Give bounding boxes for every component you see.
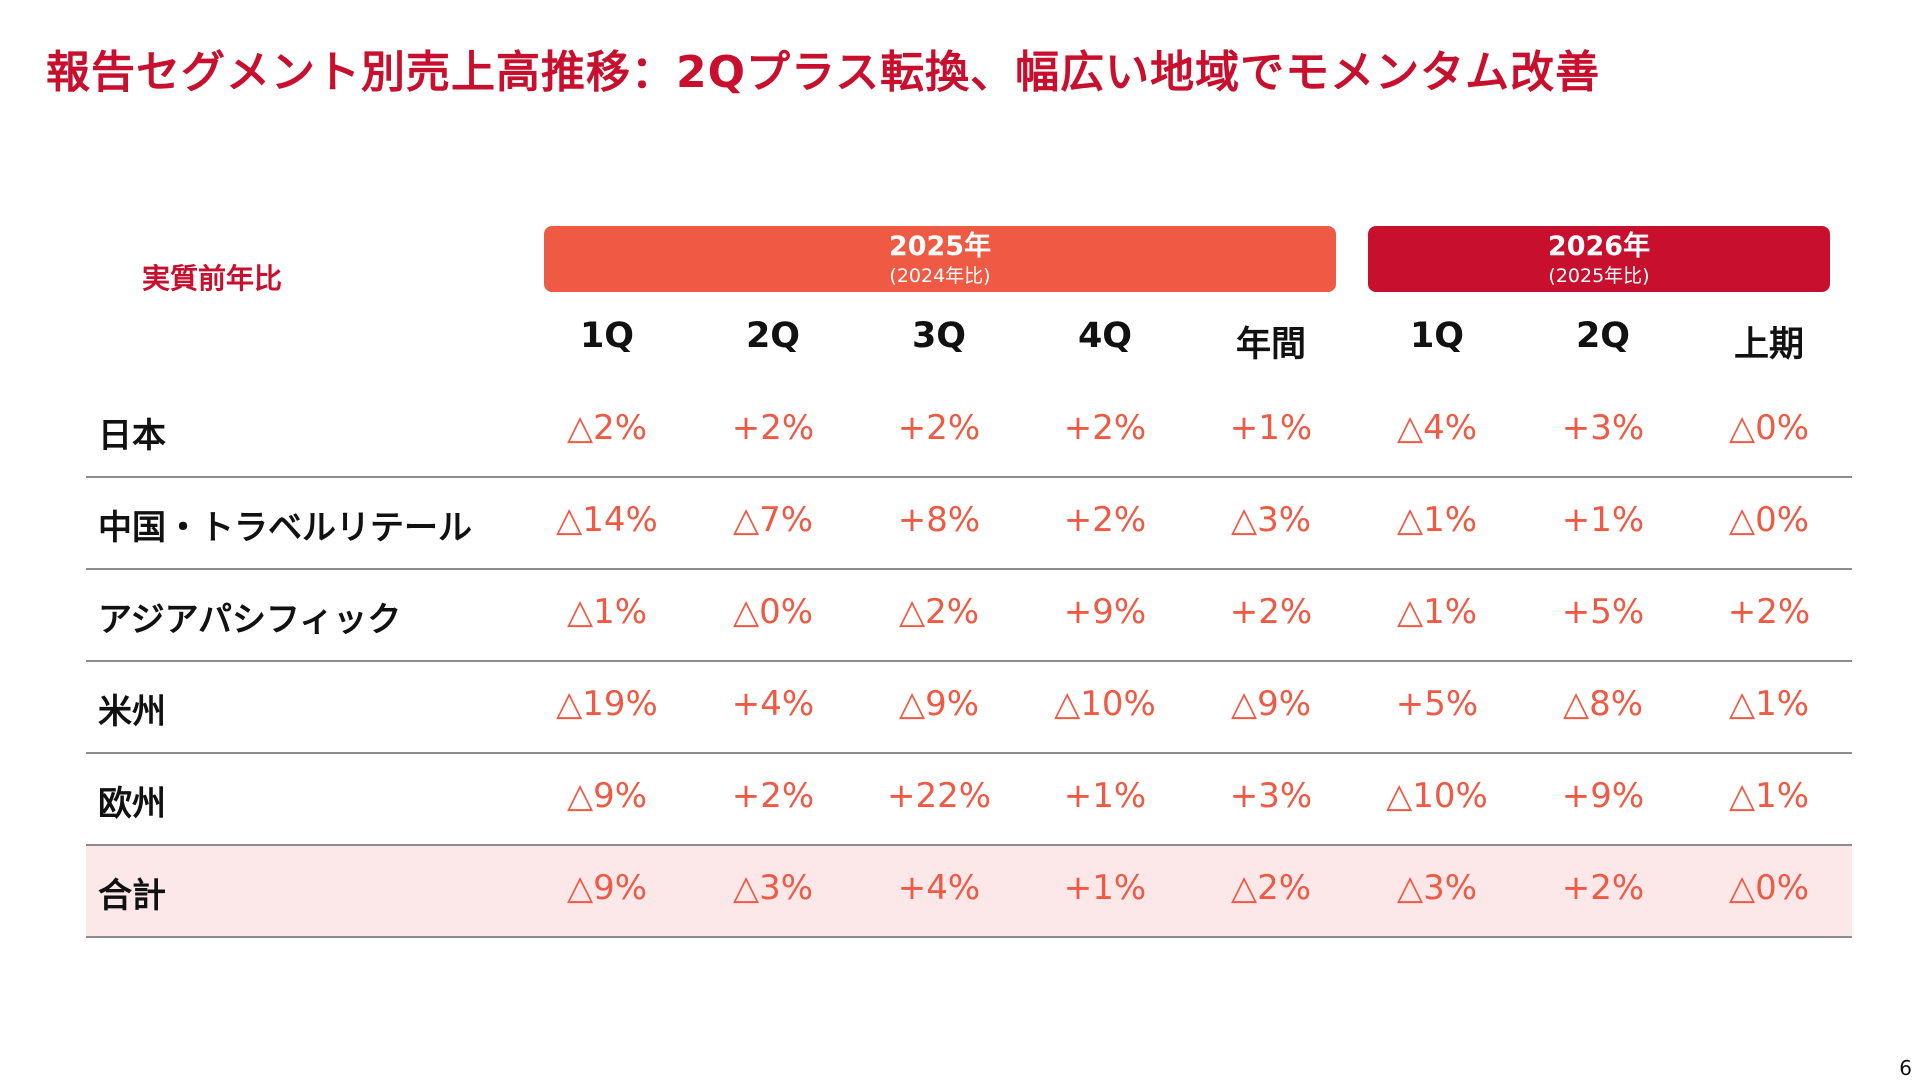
row-label: 欧州: [98, 784, 166, 824]
table-row-china-travel-retail: 中国・トラベルリテール △14% △7% +8% +2% △3% △1% +1%…: [86, 478, 1852, 570]
table-cell: +5%: [1561, 592, 1645, 632]
table-cell: △1%: [1728, 684, 1810, 724]
table-cell: +4%: [731, 684, 815, 724]
table-row-total: 合計 △9% △3% +4% +1% △2% △3% +2% △0%: [86, 846, 1852, 938]
table-row-asia-pacific: アジアパシフィック △1% △0% △2% +9% +2% △1% +5% +2…: [86, 570, 1852, 662]
year-group-sublabel: (2025年比): [1548, 265, 1650, 287]
row-label: 米州: [98, 692, 166, 732]
row-label: 合計: [98, 876, 166, 916]
table-cell: +3%: [1561, 408, 1645, 448]
table-cell: △4%: [1396, 408, 1478, 448]
table-cell: △19%: [556, 684, 658, 724]
table-row-japan: 日本 △2% +2% +2% +2% +1% △4% +3% △0%: [86, 386, 1852, 478]
table-cell: +2%: [1561, 868, 1645, 908]
table-cell: △0%: [1728, 868, 1810, 908]
table-cell: △1%: [1728, 776, 1810, 816]
table-cell: +1%: [1561, 500, 1645, 540]
table-cell: △3%: [1396, 868, 1478, 908]
table-row-europe: 欧州 △9% +2% +22% +1% +3% △10% +9% △1%: [86, 754, 1852, 846]
table-cell: +1%: [1063, 776, 1147, 816]
table-cell: △9%: [566, 776, 648, 816]
table-cell: △2%: [1230, 868, 1312, 908]
table-cell: △1%: [566, 592, 648, 632]
table-cell: △9%: [1230, 684, 1312, 724]
table-cell: △7%: [732, 500, 814, 540]
table-cell: △9%: [898, 684, 980, 724]
table-cell: +2%: [731, 776, 815, 816]
table-cell: +2%: [1063, 500, 1147, 540]
table-cell: +2%: [1229, 592, 1313, 632]
column-header-2025-2q: 2Q: [745, 316, 801, 356]
table-cell: +1%: [1063, 868, 1147, 908]
table-cell: +9%: [1561, 776, 1645, 816]
year-group-label: 2026年: [1547, 231, 1651, 262]
table-cell: △1%: [1396, 592, 1478, 632]
table-cell: +5%: [1395, 684, 1479, 724]
metric-label: 実質前年比: [142, 262, 283, 295]
column-header-2026-first-half: 上期: [1733, 325, 1804, 365]
table-cell: +4%: [897, 868, 981, 908]
column-header-2025-annual: 年間: [1235, 325, 1306, 365]
table-cell: △10%: [1386, 776, 1488, 816]
table-cell: +2%: [1063, 408, 1147, 448]
row-label: アジアパシフィック: [98, 600, 402, 640]
row-label: 日本: [98, 416, 166, 456]
year-group-2025: 2025年 (2024年比): [544, 226, 1336, 292]
table-cell: △14%: [556, 500, 658, 540]
table-cell: +2%: [1727, 592, 1811, 632]
table-cell: △2%: [566, 408, 648, 448]
table-cell: △9%: [566, 868, 648, 908]
table-cell: +9%: [1063, 592, 1147, 632]
page-number: 6: [1899, 1056, 1912, 1080]
year-group-label: 2025年: [888, 231, 992, 262]
table-cell: △0%: [1728, 500, 1810, 540]
table-cell: +8%: [897, 500, 981, 540]
table-cell: +1%: [1229, 408, 1313, 448]
page-title: 報告セグメント別売上高推移：2Qプラス転換、幅広い地域でモメンタム改善: [46, 47, 1601, 98]
table-cell: △2%: [898, 592, 980, 632]
table-cell: +3%: [1229, 776, 1313, 816]
column-header-2026-2q: 2Q: [1575, 316, 1631, 356]
table-cell: +2%: [897, 408, 981, 448]
table-row-americas: 米州 △19% +4% △9% △10% △9% +5% △8% △1%: [86, 662, 1852, 754]
segment-sales-table: 日本 △2% +2% +2% +2% +1% △4% +3% △0% 中国・トラ…: [86, 386, 1852, 938]
table-cell: △8%: [1562, 684, 1644, 724]
row-label: 中国・トラベルリテール: [98, 508, 472, 548]
table-cell: △3%: [732, 868, 814, 908]
table-cell: △10%: [1054, 684, 1156, 724]
column-header-2025-4q: 4Q: [1077, 316, 1133, 356]
table-cell: △0%: [732, 592, 814, 632]
column-header-2025-3q: 3Q: [911, 316, 967, 356]
column-header-2026-1q: 1Q: [1409, 316, 1465, 356]
year-group-sublabel: (2024年比): [889, 265, 991, 287]
table-cell: +2%: [731, 408, 815, 448]
table-cell: +22%: [886, 776, 992, 816]
table-cell: △1%: [1396, 500, 1478, 540]
table-cell: △0%: [1728, 408, 1810, 448]
year-group-2026: 2026年 (2025年比): [1368, 226, 1830, 292]
table-cell: △3%: [1230, 500, 1312, 540]
column-header-2025-1q: 1Q: [579, 316, 635, 356]
